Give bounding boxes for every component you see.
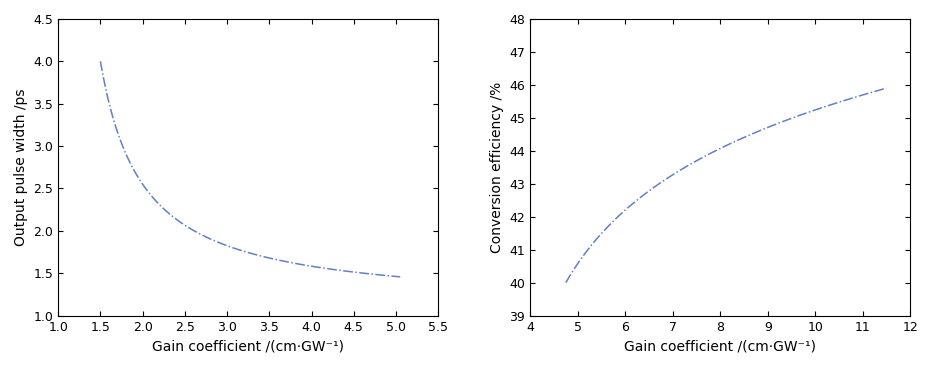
Y-axis label: Conversion efficiency /%: Conversion efficiency /% xyxy=(490,82,504,253)
X-axis label: Gain coefficient /(cm·GW⁻¹): Gain coefficient /(cm·GW⁻¹) xyxy=(624,339,816,353)
Y-axis label: Output pulse width /ps: Output pulse width /ps xyxy=(14,88,28,246)
X-axis label: Gain coefficient /(cm·GW⁻¹): Gain coefficient /(cm·GW⁻¹) xyxy=(152,339,344,353)
